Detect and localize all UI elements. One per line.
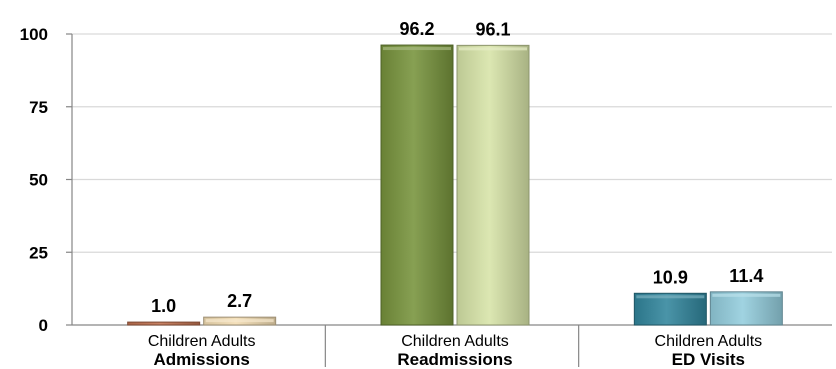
subcategory-label: Children Adults: [655, 333, 763, 350]
bars: [127, 44, 783, 326]
y-tick-label: 25: [29, 243, 48, 262]
y-tick-label: 0: [39, 316, 48, 335]
category-label: Admissions: [153, 350, 249, 369]
y-tick-label: 100: [20, 25, 48, 44]
data-label: 10.9: [653, 267, 688, 287]
data-label: 2.7: [227, 291, 252, 311]
bar-highlight: [636, 295, 705, 299]
y-tick-label: 75: [29, 98, 48, 117]
bar-highlight: [205, 319, 274, 323]
bar-highlight: [712, 293, 781, 297]
category-label: ED Visits: [672, 350, 745, 369]
bar-highlight: [383, 47, 451, 51]
category-label: Readmissions: [397, 350, 512, 369]
data-label: 1.0: [151, 296, 176, 316]
bar-readmissions-adults: [456, 44, 530, 326]
subcategory-label: Children Adults: [148, 333, 256, 350]
bar-highlight: [459, 47, 527, 51]
data-label: 96.1: [475, 19, 510, 39]
data-label: 96.2: [399, 19, 434, 39]
y-tick-label: 50: [29, 171, 48, 190]
subcategory-label: Children Adults: [401, 333, 509, 350]
data-label: 11.4: [729, 266, 763, 286]
bar-ed-visits-adults: [709, 291, 783, 326]
bar-ed-visits-children: [633, 292, 707, 326]
bar-readmissions-children: [380, 44, 454, 326]
bar-admissions-children: [127, 321, 201, 326]
